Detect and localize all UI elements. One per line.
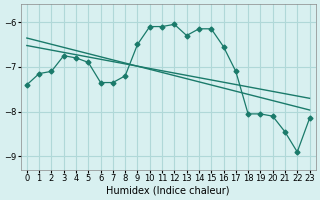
X-axis label: Humidex (Indice chaleur): Humidex (Indice chaleur) <box>107 186 230 196</box>
